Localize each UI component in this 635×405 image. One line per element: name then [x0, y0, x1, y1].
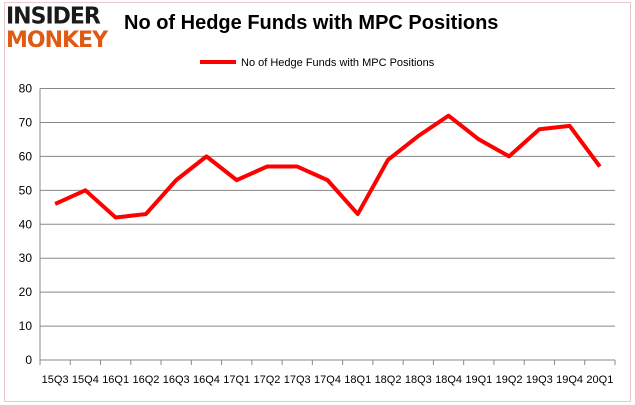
y-tick-label: 80 [19, 82, 33, 96]
chart-title: No of Hedge Funds with MPC Positions [124, 12, 499, 34]
y-tick-label: 10 [19, 319, 33, 333]
x-tick-label: 16Q1 [102, 374, 129, 386]
y-tick-label: 0 [25, 353, 32, 367]
x-tick-label: 18Q3 [405, 374, 432, 386]
x-tick-label: 17Q3 [284, 374, 311, 386]
logo-line1: INSIDER [6, 3, 101, 30]
x-tick-label: 17Q1 [223, 374, 250, 386]
y-tick-label: 20 [19, 285, 33, 299]
x-tick-label: 16Q3 [163, 374, 190, 386]
y-tick-label: 50 [19, 183, 33, 197]
x-tick-label: 15Q4 [72, 374, 99, 386]
x-tick-label: 17Q4 [314, 374, 341, 386]
x-tick-label: 16Q2 [132, 374, 159, 386]
x-tick-label: 18Q2 [375, 374, 402, 386]
insider-monkey-logo: INSIDER MONKEY [6, 3, 118, 53]
x-tick-label: 18Q1 [344, 374, 371, 386]
legend-label: No of Hedge Funds with MPC Positions [241, 57, 435, 69]
logo-line2: MONKEY [6, 28, 108, 53]
x-tick-label: 17Q2 [254, 374, 281, 386]
x-tick-label: 18Q4 [435, 374, 462, 386]
y-tick-label: 40 [19, 217, 33, 231]
x-tick-label: 16Q4 [193, 374, 220, 386]
y-tick-label: 30 [19, 251, 33, 265]
y-tick-label: 70 [19, 115, 33, 129]
x-tick-label: 19Q4 [556, 374, 583, 386]
x-tick-label: 19Q2 [496, 374, 523, 386]
x-tick-label: 15Q3 [42, 374, 69, 386]
x-tick-label: 19Q1 [465, 374, 492, 386]
y-tick-label: 60 [19, 149, 33, 163]
series-line [54, 113, 602, 220]
x-tick-label: 19Q3 [526, 374, 553, 386]
x-tick-label: 20Q1 [586, 374, 613, 386]
chart-frame [4, 2, 631, 402]
